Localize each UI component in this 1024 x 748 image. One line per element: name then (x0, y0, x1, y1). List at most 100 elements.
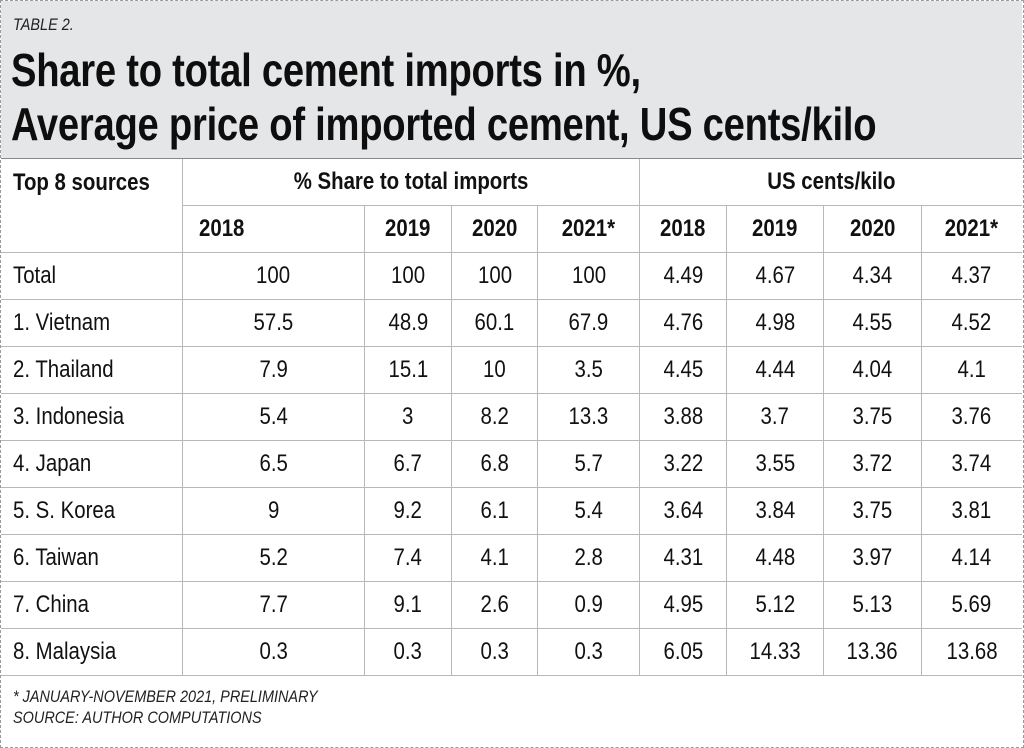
value-cell: 100 (364, 252, 452, 300)
value-cell: 0.3 (537, 628, 641, 676)
value-cell: 4.52 (920, 299, 1022, 347)
value-cell: 7.9 (182, 346, 365, 394)
value-cell: 4.37 (920, 252, 1022, 300)
table-row: 3. Indonesia 5.4 3 8.2 13.3 3.88 3.7 3.75 3.76 (1, 393, 1022, 441)
value-cell: 6.7 (364, 440, 452, 488)
table-row: 8. Malaysia 0.3 0.3 0.3 0.3 6.05 14.33 13.36 13.… (1, 628, 1022, 676)
table-row: 4. Japan 6.5 6.7 6.8 5.7 3.22 3.55 3.72 3.74 (1, 440, 1022, 488)
value-cell: 48.9 (364, 299, 452, 347)
table-title-line1: Share to total cement imports in %, (11, 44, 641, 96)
value-cell: 3.55 (725, 440, 825, 488)
value-cell: 0.3 (450, 628, 539, 676)
table-title-line2: Average price of imported cement, US cen… (11, 98, 877, 150)
value-cell: 0.3 (182, 628, 365, 676)
price-group-header: US cents/kilo (639, 159, 1022, 206)
source-cell: 4. Japan (1, 440, 183, 488)
value-cell: 6.5 (182, 440, 365, 488)
table-row: 6. Taiwan 5.2 7.4 4.1 2.8 4.31 4.48 3.97 4.14 (1, 534, 1022, 582)
value-cell: 4.44 (725, 346, 825, 394)
source-column-header: Top 8 sources (1, 159, 183, 253)
value-cell: 4.34 (823, 252, 922, 300)
footnote-note: * JANUARY-NOVEMBER 2021, PRELIMINARY (13, 687, 318, 706)
value-cell: 7.7 (182, 581, 365, 629)
source-cell: 2. Thailand (1, 346, 183, 394)
value-cell: 60.1 (450, 299, 539, 347)
year-header: 2020 (450, 205, 539, 253)
table-row: 2. Thailand 7.9 15.1 10 3.5 4.45 4.44 4.04 4.1 (1, 346, 1022, 394)
value-cell: 100 (537, 252, 641, 300)
data-table: Top 8 sources % Share to total imports U… (1, 159, 1022, 676)
value-cell: 3.75 (823, 487, 922, 535)
year-header: 2018 (182, 205, 365, 253)
value-cell: 10 (450, 346, 539, 394)
value-cell: 4.1 (920, 346, 1022, 394)
table-header-band: TABLE 2. Share to total cement imports i… (1, 1, 1022, 159)
value-cell: 4.31 (639, 534, 727, 582)
value-cell: 67.9 (537, 299, 641, 347)
value-cell: 4.76 (639, 299, 727, 347)
value-cell: 3.64 (639, 487, 727, 535)
value-cell: 57.5 (182, 299, 365, 347)
value-cell: 3.5 (537, 346, 641, 394)
value-cell: 5.12 (725, 581, 825, 629)
value-cell: 3 (364, 393, 452, 441)
value-cell: 3.72 (823, 440, 922, 488)
group-header-row: Top 8 sources % Share to total imports U… (1, 159, 1022, 253)
value-cell: 3.22 (639, 440, 727, 488)
value-cell: 9.1 (364, 581, 452, 629)
value-cell: 3.88 (639, 393, 727, 441)
table-footnote: * JANUARY-NOVEMBER 2021, PRELIMINARY SOU… (13, 686, 318, 728)
value-cell: 100 (450, 252, 539, 300)
year-header: 2021* (920, 205, 1022, 253)
value-cell: 9.2 (364, 487, 452, 535)
year-header-row: 2018 2019 2020 2021* 2018 2019 2020 2021* (1, 205, 1022, 253)
value-cell: 2.6 (450, 581, 539, 629)
value-cell: 4.49 (639, 252, 727, 300)
source-cell: 5. S. Korea (1, 487, 183, 535)
value-cell: 4.45 (639, 346, 727, 394)
value-cell: 6.8 (450, 440, 539, 488)
value-cell: 5.4 (537, 487, 641, 535)
year-header: 2018 (639, 205, 727, 253)
year-header: 2019 (364, 205, 452, 253)
source-cell: Total (1, 252, 183, 300)
value-cell: 14.33 (725, 628, 825, 676)
table-row: 7. China 7.7 9.1 2.6 0.9 4.95 5.12 5.13 5.69 (1, 581, 1022, 629)
value-cell: 0.9 (537, 581, 641, 629)
value-cell: 5.7 (537, 440, 641, 488)
value-cell: 3.84 (725, 487, 825, 535)
value-cell: 2.8 (537, 534, 641, 582)
source-cell: 8. Malaysia (1, 628, 183, 676)
value-cell: 5.2 (182, 534, 365, 582)
value-cell: 4.1 (450, 534, 539, 582)
table-label: TABLE 2. (13, 15, 74, 34)
source-cell: 1. Vietnam (1, 299, 183, 347)
value-cell: 4.98 (725, 299, 825, 347)
share-group-header: % Share to total imports (181, 159, 641, 206)
value-cell: 4.04 (823, 346, 922, 394)
value-cell: 9 (182, 487, 365, 535)
year-header: 2019 (725, 205, 825, 253)
value-cell: 4.67 (725, 252, 825, 300)
year-header: 2020 (823, 205, 922, 253)
value-cell: 15.1 (364, 346, 452, 394)
table-row: 1. Vietnam 57.5 48.9 60.1 67.9 4.76 4.98 4.55 4.… (1, 299, 1022, 347)
value-cell: 5.69 (920, 581, 1022, 629)
table-row: 5. S. Korea 9 9.2 6.1 5.4 3.64 3.84 3.75 3.81 (1, 487, 1022, 535)
value-cell: 5.4 (182, 393, 365, 441)
source-cell: 6. Taiwan (1, 534, 183, 582)
value-cell: 6.05 (639, 628, 727, 676)
value-cell: 5.13 (823, 581, 922, 629)
value-cell: 4.95 (639, 581, 727, 629)
value-cell: 13.3 (537, 393, 641, 441)
table-row: Total 100 100 100 100 4.49 4.67 4.34 4.37 (1, 252, 1022, 300)
value-cell: 6.1 (450, 487, 539, 535)
value-cell: 3.76 (920, 393, 1022, 441)
value-cell: 13.68 (920, 628, 1022, 676)
value-cell: 0.3 (364, 628, 452, 676)
value-cell: 4.55 (823, 299, 922, 347)
value-cell: 3.97 (823, 534, 922, 582)
year-header: 2021* (537, 205, 641, 253)
footnote-source: SOURCE: AUTHOR COMPUTATIONS (13, 708, 262, 727)
value-cell: 7.4 (364, 534, 452, 582)
